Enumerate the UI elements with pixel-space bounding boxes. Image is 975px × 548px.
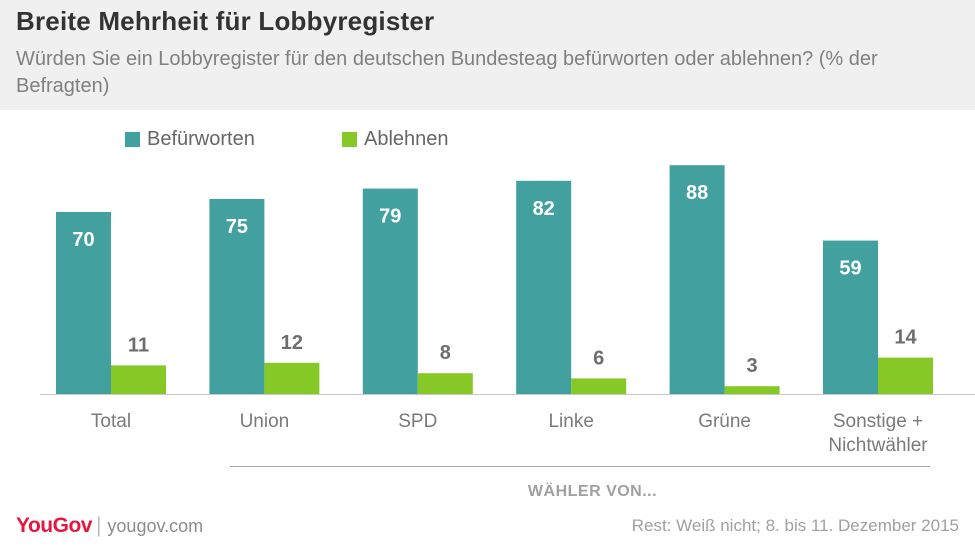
bar-befuerworten-3 xyxy=(516,180,572,394)
category-label-4: Grüne xyxy=(698,411,751,432)
data-label-befuerworten-5: 59 xyxy=(839,258,861,280)
bar-befuerworten-5 xyxy=(823,240,878,394)
bar-befuerworten-2 xyxy=(362,188,418,394)
data-label-befuerworten-1: 75 xyxy=(226,216,248,238)
chart-subtitle: Würden Sie ein Lobbyregister für den deu… xyxy=(16,48,878,97)
category-label-3: Linke xyxy=(548,411,593,432)
chart-title: Breite Mehrheit für Lobbyregister xyxy=(16,6,435,36)
data-label-ablehnen-3: 6 xyxy=(593,347,604,369)
data-label-ablehnen-5: 14 xyxy=(894,327,917,349)
group-caption: WÄHLER VON... xyxy=(527,483,658,500)
group-caption-line xyxy=(230,466,930,467)
legend-label-befuerworten: Befürworten xyxy=(147,128,255,150)
data-label-befuerworten-2: 79 xyxy=(379,206,401,228)
legend-label-ablehnen: Ablehnen xyxy=(364,128,449,150)
data-label-befuerworten-0: 70 xyxy=(72,229,94,251)
data-label-ablehnen-1: 12 xyxy=(281,332,303,354)
legend-item-befuerworten: Befürworten xyxy=(125,128,255,151)
footer-url[interactable]: yougov.com xyxy=(107,516,204,536)
bar-ablehnen-3 xyxy=(571,378,627,394)
category-label-1: Union xyxy=(240,411,290,432)
bar-befuerworten-1 xyxy=(209,199,265,394)
bar-ablehnen-0 xyxy=(111,365,166,394)
bar-chart: 70 11 Total 75 12 Union 79 8 SPD 82 6 Linke 88 3 Grüne… xyxy=(40,165,975,456)
data-label-befuerworten-4: 88 xyxy=(686,182,708,204)
bar-ablehnen-1 xyxy=(264,362,320,394)
bar-ablehnen-4 xyxy=(724,386,780,394)
footnote: Rest: Weiß nicht; 8. bis 11. Dezember 20… xyxy=(631,516,959,535)
bar-ablehnen-2 xyxy=(417,373,473,394)
logo-separator: | xyxy=(95,514,102,537)
data-label-ablehnen-0: 11 xyxy=(128,334,149,356)
category-label-0: Total xyxy=(91,411,131,432)
yougov-logo: YouGov xyxy=(16,514,92,537)
category-label-2: SPD xyxy=(398,411,437,432)
bar-befuerworten-4 xyxy=(669,165,725,394)
legend: Befürworten Ablehnen xyxy=(0,128,975,156)
header-band: Breite Mehrheit für Lobbyregister Würden… xyxy=(0,0,975,110)
legend-swatch-befuerworten xyxy=(125,132,140,147)
legend-swatch-ablehnen xyxy=(342,132,357,147)
bar-ablehnen-5 xyxy=(878,357,933,394)
category-label-5: Sonstige + Nichtwähler xyxy=(828,411,928,456)
data-label-ablehnen-4: 3 xyxy=(747,355,758,377)
legend-item-ablehnen: Ablehnen xyxy=(342,128,449,151)
footer-brand: YouGov | yougov.com xyxy=(16,514,203,538)
data-label-ablehnen-2: 8 xyxy=(440,342,451,364)
data-label-befuerworten-3: 82 xyxy=(533,198,555,220)
bar-befuerworten-0 xyxy=(56,212,111,394)
